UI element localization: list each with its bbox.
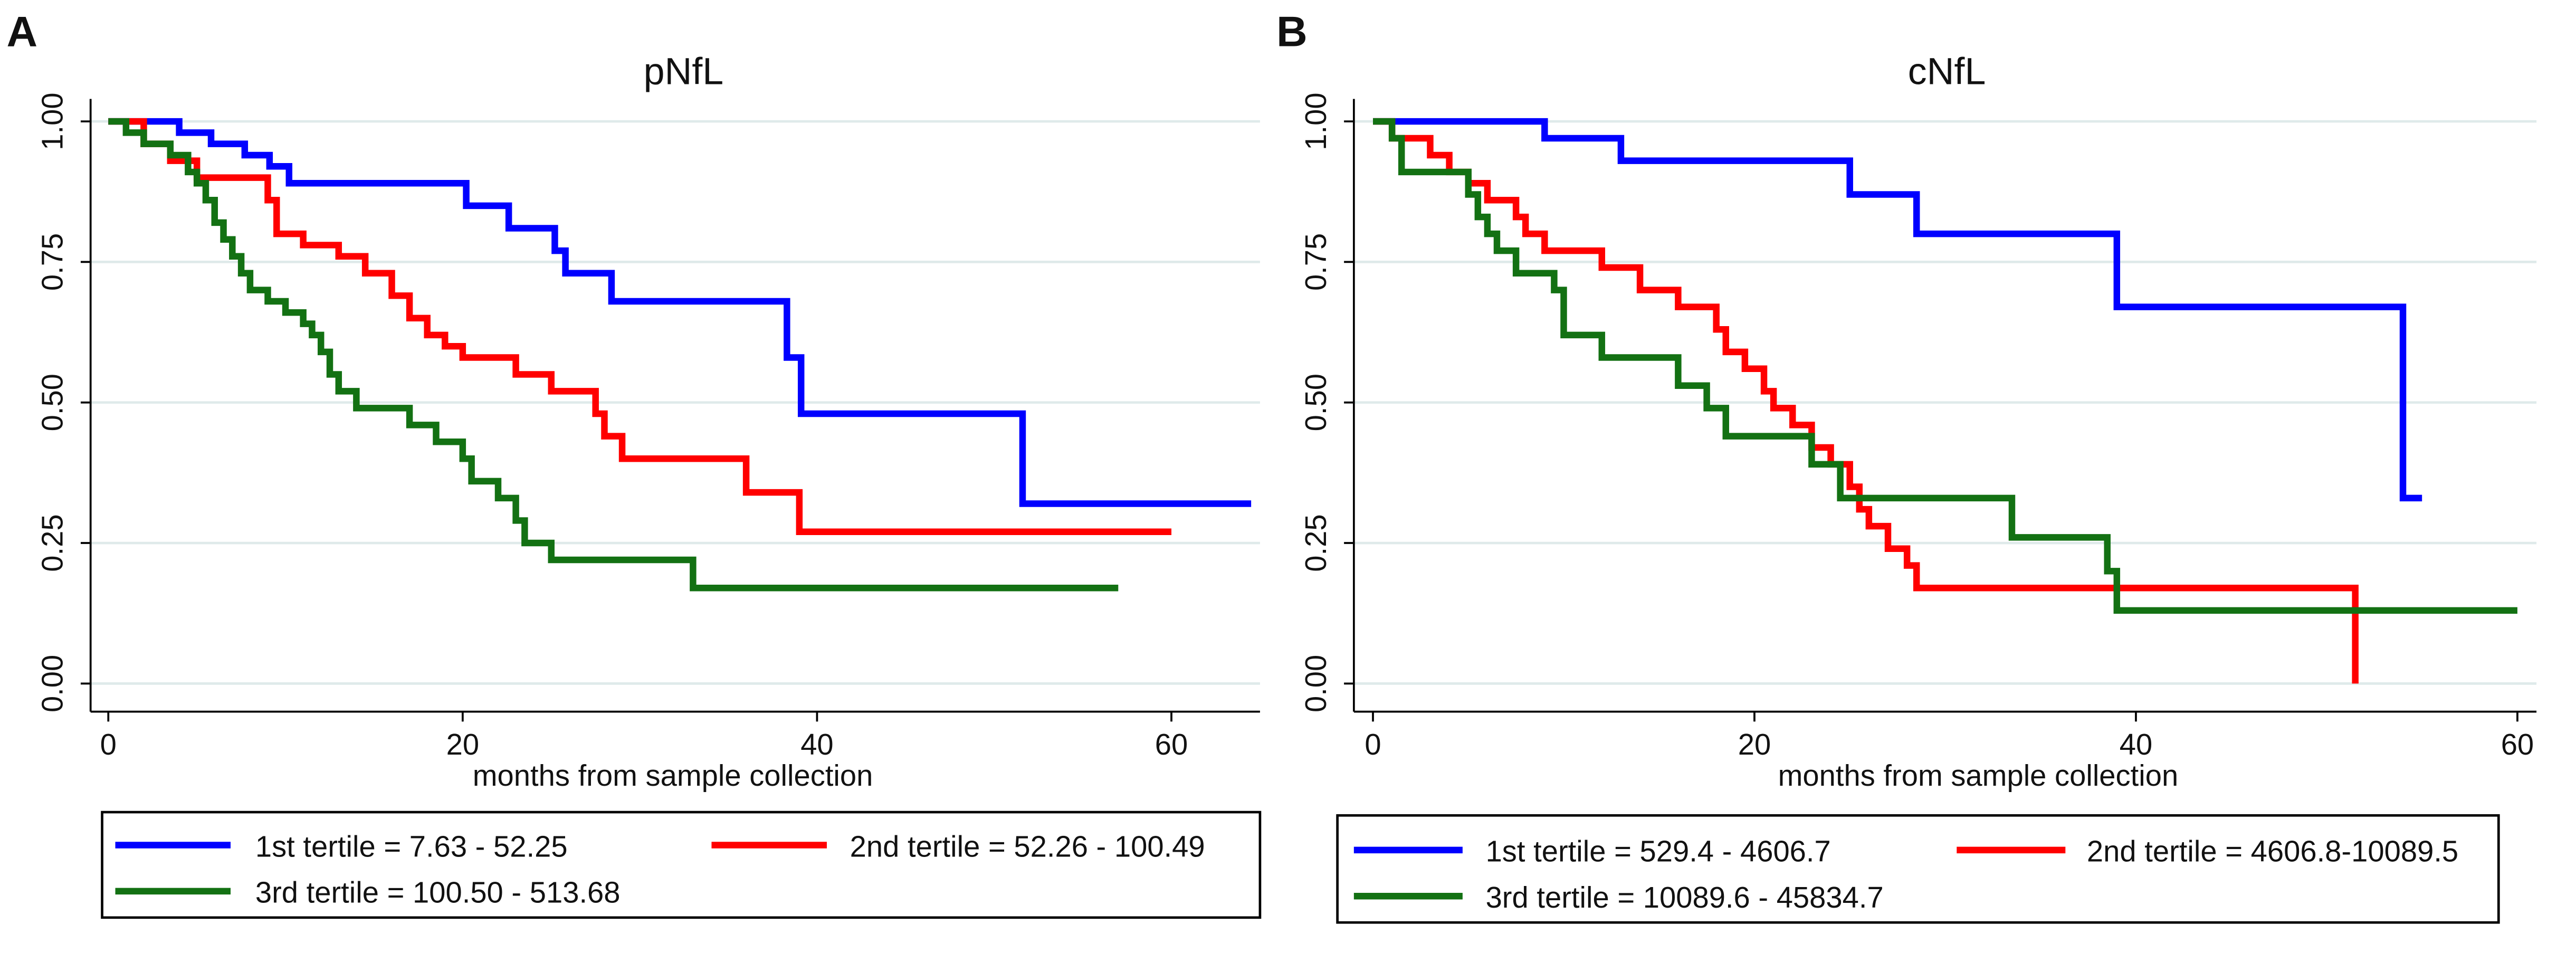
- y-tick-label: 0.50: [1299, 374, 1332, 431]
- chart-title: pNfL: [644, 50, 724, 92]
- x-tick-label: 0: [1365, 728, 1381, 761]
- survival-curve: [108, 118, 1252, 507]
- x-tick-label: 60: [2501, 728, 2534, 761]
- legend-label: 2nd tertile = 4606.8-10089.5: [2087, 835, 2458, 868]
- legend-label: 3rd tertile = 10089.6 - 45834.7: [1486, 881, 1884, 914]
- legend-label: 2nd tertile = 52.26 - 100.49: [850, 830, 1205, 863]
- y-tick-label: 0.50: [36, 374, 69, 431]
- panel-label: B: [1276, 8, 1308, 56]
- y-tick-label: 0.00: [1299, 655, 1332, 712]
- chart-title: cNfL: [1908, 50, 1986, 92]
- x-tick-label: 20: [1738, 728, 1771, 761]
- x-axis-label: months from sample collection: [473, 759, 873, 792]
- y-tick-label: 0.75: [36, 233, 69, 291]
- x-axis-label: months from sample collection: [1778, 759, 2179, 792]
- x-tick-label: 0: [100, 728, 117, 761]
- y-tick-label: 1.00: [1299, 92, 1332, 150]
- panel-label: A: [6, 8, 37, 56]
- x-tick-label: 20: [446, 728, 479, 761]
- legend-label: 1st tertile = 7.63 - 52.25: [255, 830, 568, 863]
- survival-curve: [108, 118, 1172, 535]
- y-tick-label: 0.00: [36, 655, 69, 712]
- x-tick-label: 60: [1155, 728, 1188, 761]
- legend-label: 1st tertile = 529.4 - 4606.7: [1486, 835, 1831, 868]
- legend-box: [101, 811, 1262, 919]
- survival-curve: [1373, 118, 2517, 614]
- y-tick-label: 0.25: [36, 514, 69, 571]
- y-tick-label: 1.00: [36, 92, 69, 150]
- y-tick-label: 0.25: [1299, 514, 1332, 571]
- legend-label: 3rd tertile = 100.50 - 513.68: [255, 876, 621, 909]
- survival-curve: [108, 118, 1119, 592]
- y-tick-label: 0.75: [1299, 233, 1332, 291]
- x-tick-label: 40: [2120, 728, 2152, 761]
- survival-curve: [1373, 118, 2422, 502]
- survival-curve: [1373, 118, 2359, 684]
- x-tick-label: 40: [800, 728, 833, 761]
- legend-box: [1336, 814, 2500, 924]
